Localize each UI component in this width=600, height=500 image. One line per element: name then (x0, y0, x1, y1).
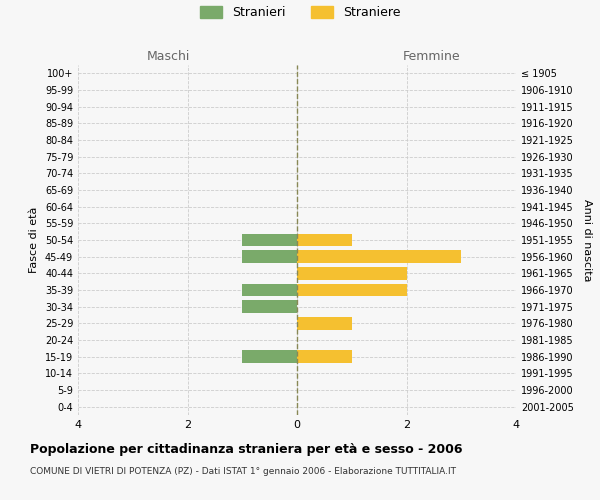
Bar (242, 350, 297, 363)
Bar (297, 317, 352, 330)
Bar (297, 234, 352, 246)
Bar (297, 267, 407, 280)
Text: Popolazione per cittadinanza straniera per età e sesso - 2006: Popolazione per cittadinanza straniera p… (30, 442, 463, 456)
Y-axis label: Anni di nascita: Anni di nascita (582, 198, 592, 281)
Text: Maschi: Maschi (146, 50, 190, 62)
Bar (242, 234, 297, 246)
Bar (297, 284, 407, 296)
Bar (242, 284, 297, 296)
Bar (242, 300, 297, 313)
Text: Femmine: Femmine (403, 50, 461, 62)
Legend: Stranieri, Straniere: Stranieri, Straniere (199, 6, 401, 19)
Bar (242, 250, 297, 263)
Bar (297, 250, 461, 263)
Y-axis label: Fasce di età: Fasce di età (29, 207, 39, 273)
Text: COMUNE DI VIETRI DI POTENZA (PZ) - Dati ISTAT 1° gennaio 2006 - Elaborazione TUT: COMUNE DI VIETRI DI POTENZA (PZ) - Dati … (30, 468, 456, 476)
Bar (297, 350, 352, 363)
